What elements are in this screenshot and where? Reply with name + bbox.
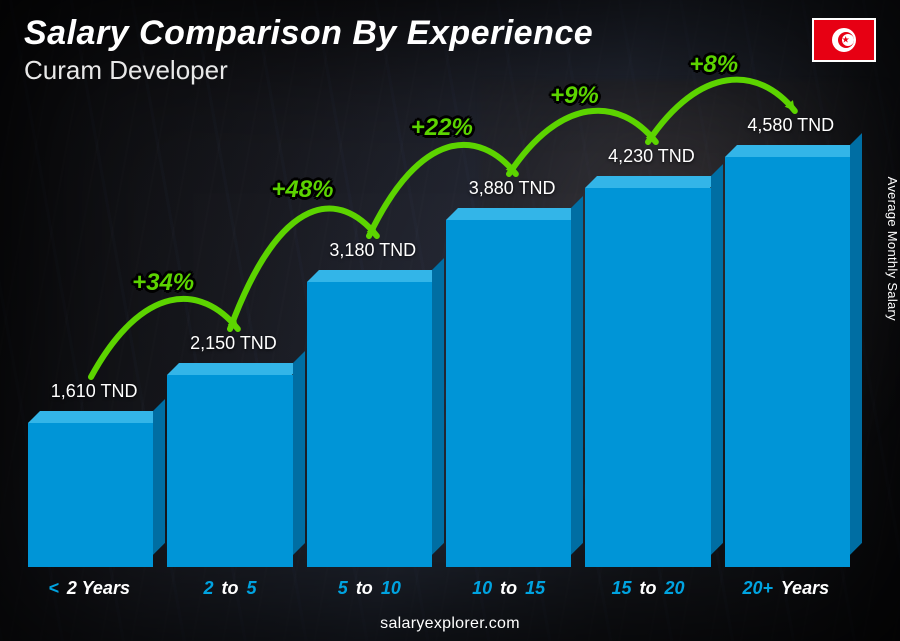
x-label-secondary: 2 Years xyxy=(62,578,130,598)
bar-top-face xyxy=(446,208,583,220)
bar-top-face xyxy=(167,363,304,375)
x-axis-label: 5 to 10 xyxy=(307,578,432,599)
bar-group: 4,230 TND xyxy=(585,188,710,567)
x-axis-label: < 2 Years xyxy=(28,578,153,599)
bar-group: 3,880 TND xyxy=(446,220,571,567)
x-label-primary: 2 xyxy=(203,578,213,598)
x-label-primary: 20 xyxy=(664,578,684,598)
bar-group: 2,150 TND xyxy=(167,375,292,567)
bar-top-face xyxy=(307,270,444,282)
x-label-primary: < xyxy=(48,578,59,598)
bar-value-label: 4,230 TND xyxy=(608,146,695,167)
x-label-primary: 5 xyxy=(338,578,348,598)
bar-side-face xyxy=(850,133,862,555)
y-axis-label: Average Monthly Salary xyxy=(885,176,900,320)
bar: 4,230 TND xyxy=(585,188,710,567)
bar-top-face xyxy=(725,145,862,157)
x-label-primary: 10 xyxy=(472,578,492,598)
bar: 3,880 TND xyxy=(446,220,571,567)
bar-side-face xyxy=(571,196,583,555)
chart-subtitle: Curam Developer xyxy=(24,55,876,86)
bar-group: 4,580 TND xyxy=(725,157,850,567)
bar-value-label: 3,880 TND xyxy=(469,178,556,199)
country-flag-tunisia: ★ xyxy=(812,18,876,62)
chart-title: Salary Comparison By Experience xyxy=(24,14,876,53)
bar-value-label: 4,580 TND xyxy=(747,115,834,136)
bar: 2,150 TND xyxy=(167,375,292,567)
bar-group: 3,180 TND xyxy=(307,282,432,567)
bar-side-face xyxy=(153,399,165,555)
bar-side-face xyxy=(432,258,444,555)
x-label-primary: 20+ xyxy=(743,578,774,598)
x-label-secondary: to xyxy=(351,578,378,598)
x-axis-label: 2 to 5 xyxy=(167,578,292,599)
x-label-secondary: to xyxy=(216,578,243,598)
bar-group: 1,610 TND xyxy=(28,423,153,567)
bar: 4,580 TND xyxy=(725,157,850,567)
x-label-secondary: Years xyxy=(776,578,829,598)
bar-top-face xyxy=(28,411,165,423)
x-axis-label: 20+ Years xyxy=(725,578,850,599)
x-axis-label: 10 to 15 xyxy=(446,578,571,599)
bar: 1,610 TND xyxy=(28,423,153,567)
flag-star-icon: ★ xyxy=(842,35,850,46)
bar-side-face xyxy=(293,351,305,555)
bar-side-face xyxy=(711,164,723,555)
x-axis-label: 15 to 20 xyxy=(585,578,710,599)
bar-value-label: 3,180 TND xyxy=(329,240,416,261)
footer-attribution: salaryexplorer.com xyxy=(0,615,900,633)
bar: 3,180 TND xyxy=(307,282,432,567)
bar-value-label: 1,610 TND xyxy=(51,381,138,402)
x-label-primary: 5 xyxy=(246,578,256,598)
x-label-primary: 15 xyxy=(525,578,545,598)
bar-top-face xyxy=(585,176,722,188)
bar-value-label: 2,150 TND xyxy=(190,333,277,354)
x-label-primary: 15 xyxy=(611,578,631,598)
x-label-secondary: to xyxy=(495,578,522,598)
x-label-primary: 10 xyxy=(381,578,401,598)
x-label-secondary: to xyxy=(634,578,661,598)
bar-chart: 1,610 TND2,150 TND3,180 TND3,880 TND4,23… xyxy=(28,97,850,567)
x-axis-labels: < 2 Years2 to 55 to 1010 to 1515 to 2020… xyxy=(28,578,850,599)
header: Salary Comparison By Experience Curam De… xyxy=(24,14,876,86)
